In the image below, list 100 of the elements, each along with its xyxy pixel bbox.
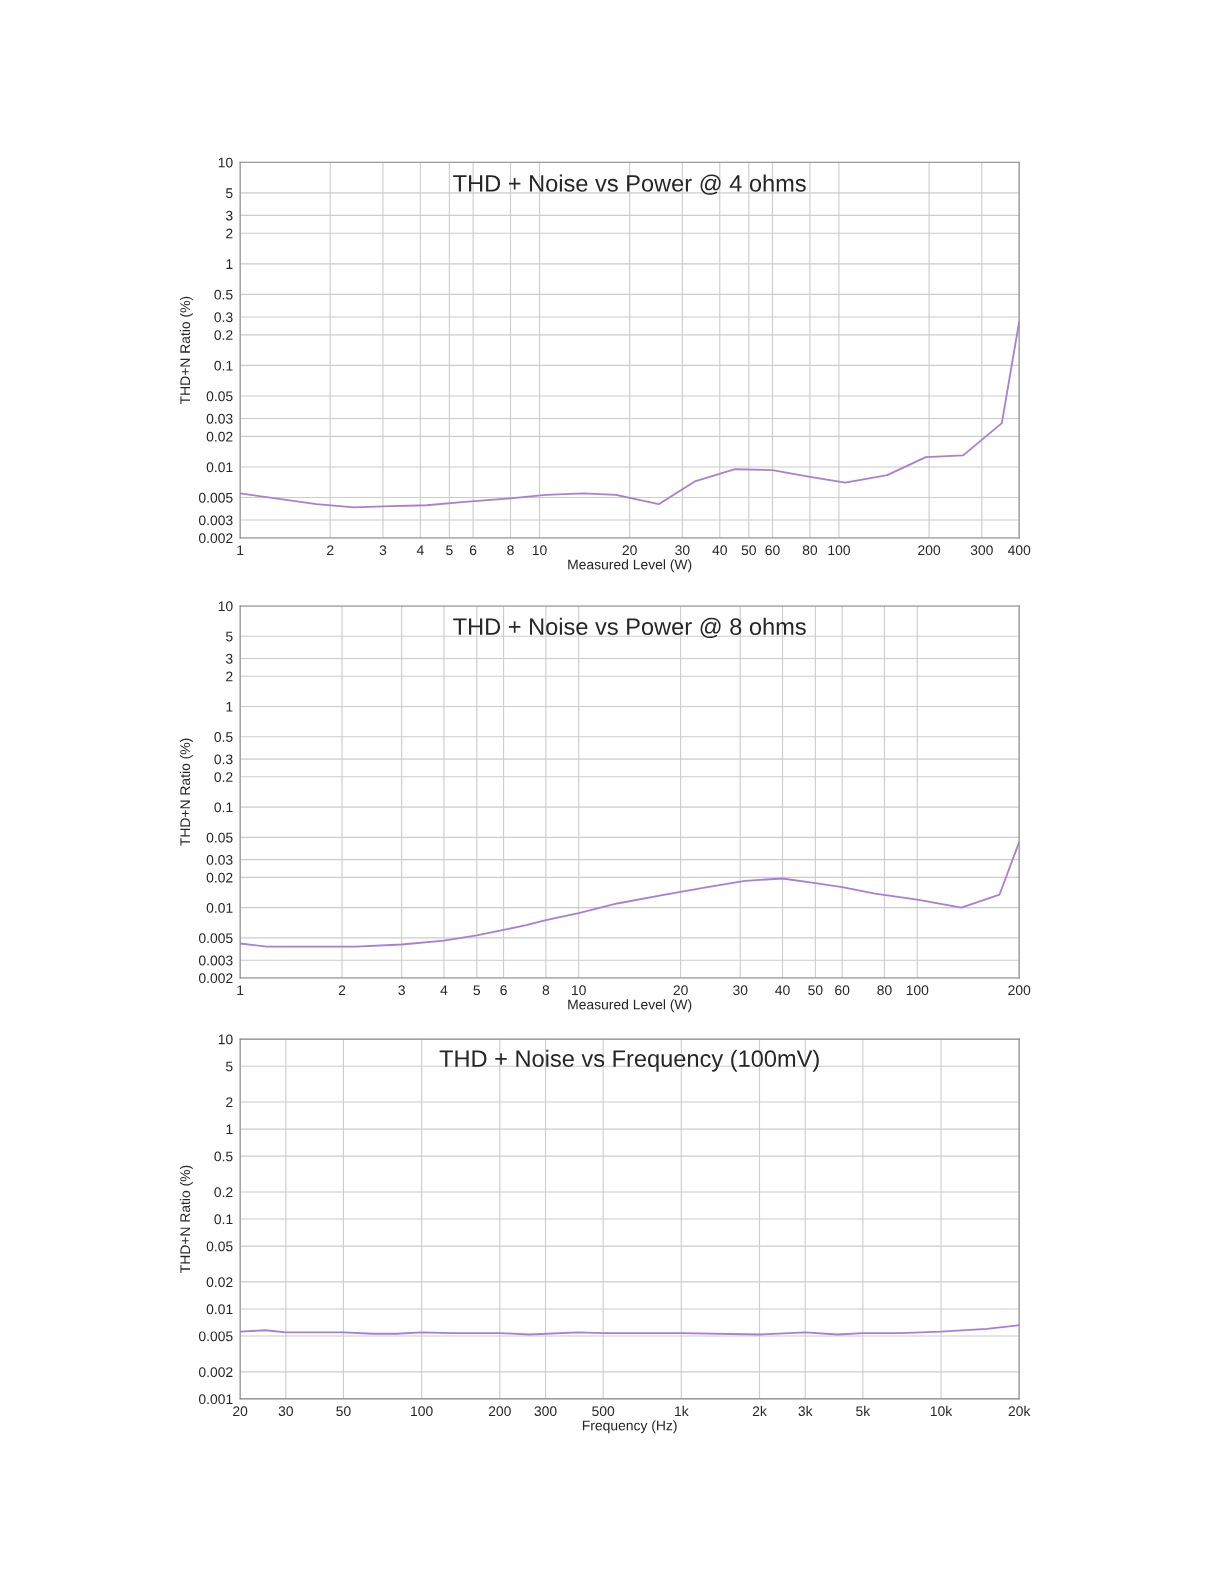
x-tick-label: 20 xyxy=(233,1406,248,1417)
x-tick-label: 30 xyxy=(278,1406,294,1417)
y-tick-label: 0.01 xyxy=(206,1304,233,1315)
y-tick-label: 0.5 xyxy=(214,732,233,742)
y-tick-label: 0.005 xyxy=(198,1331,233,1342)
y-tick-label: 5 xyxy=(225,631,233,642)
y-tick-label: 0.005 xyxy=(198,492,233,503)
y-tick-label: 0.3 xyxy=(214,312,233,323)
y-tick-label: 0.002 xyxy=(198,1367,233,1378)
y-tick-label: 0.1 xyxy=(214,360,233,371)
y-tick-label: 0.01 xyxy=(206,902,233,913)
x-tick-label: 3k xyxy=(798,1405,813,1417)
y-tick-label: 3 xyxy=(225,210,233,221)
x-tick-label: 500 xyxy=(592,1406,615,1417)
x-tick-label: 1 xyxy=(237,545,244,555)
y-tick-label: 10 xyxy=(218,601,233,612)
x-tick-label: 50 xyxy=(808,985,823,996)
y-axis-title: THD+N Ratio (%) xyxy=(179,738,193,846)
y-tick-label: 0.05 xyxy=(206,391,233,402)
y-tick-label: 0.2 xyxy=(214,772,233,782)
y-tick-label: 0.2 xyxy=(214,330,233,341)
x-tick-label: 1k xyxy=(675,1405,689,1416)
x-tick-label: 200 xyxy=(918,545,941,556)
x-tick-label: 8 xyxy=(542,985,550,996)
y-tick-label: 0.1 xyxy=(214,802,233,813)
y-tick-label: 3 xyxy=(225,653,233,664)
x-tick-label: 6 xyxy=(469,545,477,556)
x-tick-label: 200 xyxy=(488,1406,511,1417)
x-tick-label: 2 xyxy=(338,985,346,995)
y-tick-label: 0.05 xyxy=(206,832,233,843)
x-axis-title: Measured Level (W) xyxy=(568,999,692,1013)
x-tick-label: 60 xyxy=(765,545,780,556)
x-tick-label: 200 xyxy=(1008,985,1031,996)
y-tick-label: 0.02 xyxy=(206,431,233,442)
x-tick-label: 100 xyxy=(411,1406,433,1417)
x-tick-label: 20 xyxy=(622,545,637,556)
y-tick-label: 0.05 xyxy=(206,1241,233,1252)
x-tick-label: 300 xyxy=(970,545,993,556)
y-tick-label: 0.003 xyxy=(198,955,233,966)
x-tick-label: 50 xyxy=(741,545,756,556)
y-tick-label: 0.01 xyxy=(206,462,233,473)
chart-title: THD + Noise vs Power @ 8 ohms xyxy=(453,617,806,639)
y-tick-label: 0.002 xyxy=(198,973,233,984)
y-axis-title: THD+N Ratio (%) xyxy=(179,1165,193,1273)
y-tick-label: 1 xyxy=(226,701,233,712)
y-tick-label: 0.001 xyxy=(198,1394,233,1405)
y-tick-label: 10 xyxy=(218,1034,233,1045)
y-tick-label: 0.03 xyxy=(206,855,233,865)
x-tick-label: 30 xyxy=(733,985,748,996)
x-tick-label: 4 xyxy=(416,545,424,555)
y-axis-title: THD+N Ratio (%) xyxy=(179,296,193,405)
chart-title: THD + Noise vs Power @ 4 ohms xyxy=(453,174,806,195)
y-tick-label: 0.2 xyxy=(214,1187,233,1198)
y-tick-label: 1 xyxy=(226,259,233,269)
x-tick-label: 30 xyxy=(675,545,690,556)
y-tick-label: 1 xyxy=(226,1124,233,1135)
x-tick-label: 20 xyxy=(673,985,688,996)
x-tick-label: 5k xyxy=(856,1405,871,1417)
x-tick-label: 100 xyxy=(906,985,929,996)
x-tick-label: 40 xyxy=(712,545,727,556)
y-tick-label: 0.3 xyxy=(214,754,233,765)
y-tick-label: 0.5 xyxy=(214,289,233,300)
y-tick-label: 0.03 xyxy=(206,413,233,424)
x-tick-label: 2k xyxy=(752,1405,767,1416)
x-tick-label: 3 xyxy=(379,545,387,556)
y-tick-label: 0.02 xyxy=(206,1277,233,1288)
x-tick-label: 400 xyxy=(1007,545,1031,556)
x-tick-label: 10 xyxy=(532,545,547,556)
x-tick-label: 5 xyxy=(446,545,453,556)
x-tick-label: 100 xyxy=(828,545,850,556)
y-tick-label: 0.5 xyxy=(214,1151,233,1162)
x-tick-label: 300 xyxy=(534,1406,557,1417)
y-tick-label: 0.005 xyxy=(198,933,233,944)
x-axis-title: Measured Level (W) xyxy=(568,559,692,573)
x-tick-label: 10k xyxy=(930,1405,953,1417)
y-tick-label: 2 xyxy=(226,671,233,682)
y-tick-label: 5 xyxy=(225,1061,233,1072)
x-tick-label: 50 xyxy=(336,1406,351,1417)
x-tick-label: 20k xyxy=(1008,1405,1031,1417)
y-tick-label: 0.002 xyxy=(198,533,233,544)
x-tick-label: 5 xyxy=(473,985,481,996)
x-tick-label: 1 xyxy=(237,985,244,995)
x-axis-title: Frequency (Hz) xyxy=(582,1420,677,1434)
x-tick-label: 4 xyxy=(440,985,448,995)
y-tick-label: 0.1 xyxy=(214,1214,233,1225)
x-tick-label: 6 xyxy=(500,985,507,996)
x-tick-label: 3 xyxy=(398,985,405,996)
x-tick-label: 80 xyxy=(877,985,892,996)
x-tick-label: 60 xyxy=(835,985,850,996)
x-tick-label: 8 xyxy=(507,545,514,556)
y-tick-label: 5 xyxy=(225,188,233,199)
x-tick-label: 40 xyxy=(775,985,790,996)
chart-title: THD + Noise vs Frequency (100mV) xyxy=(439,1049,819,1072)
y-tick-label: 10 xyxy=(218,157,233,168)
y-tick-label: 2 xyxy=(226,228,233,239)
x-tick-label: 2 xyxy=(327,545,334,555)
y-tick-label: 0.02 xyxy=(206,872,233,883)
x-tick-label: 10 xyxy=(572,985,586,996)
y-tick-label: 2 xyxy=(226,1097,233,1108)
y-tick-label: 0.003 xyxy=(198,515,233,526)
